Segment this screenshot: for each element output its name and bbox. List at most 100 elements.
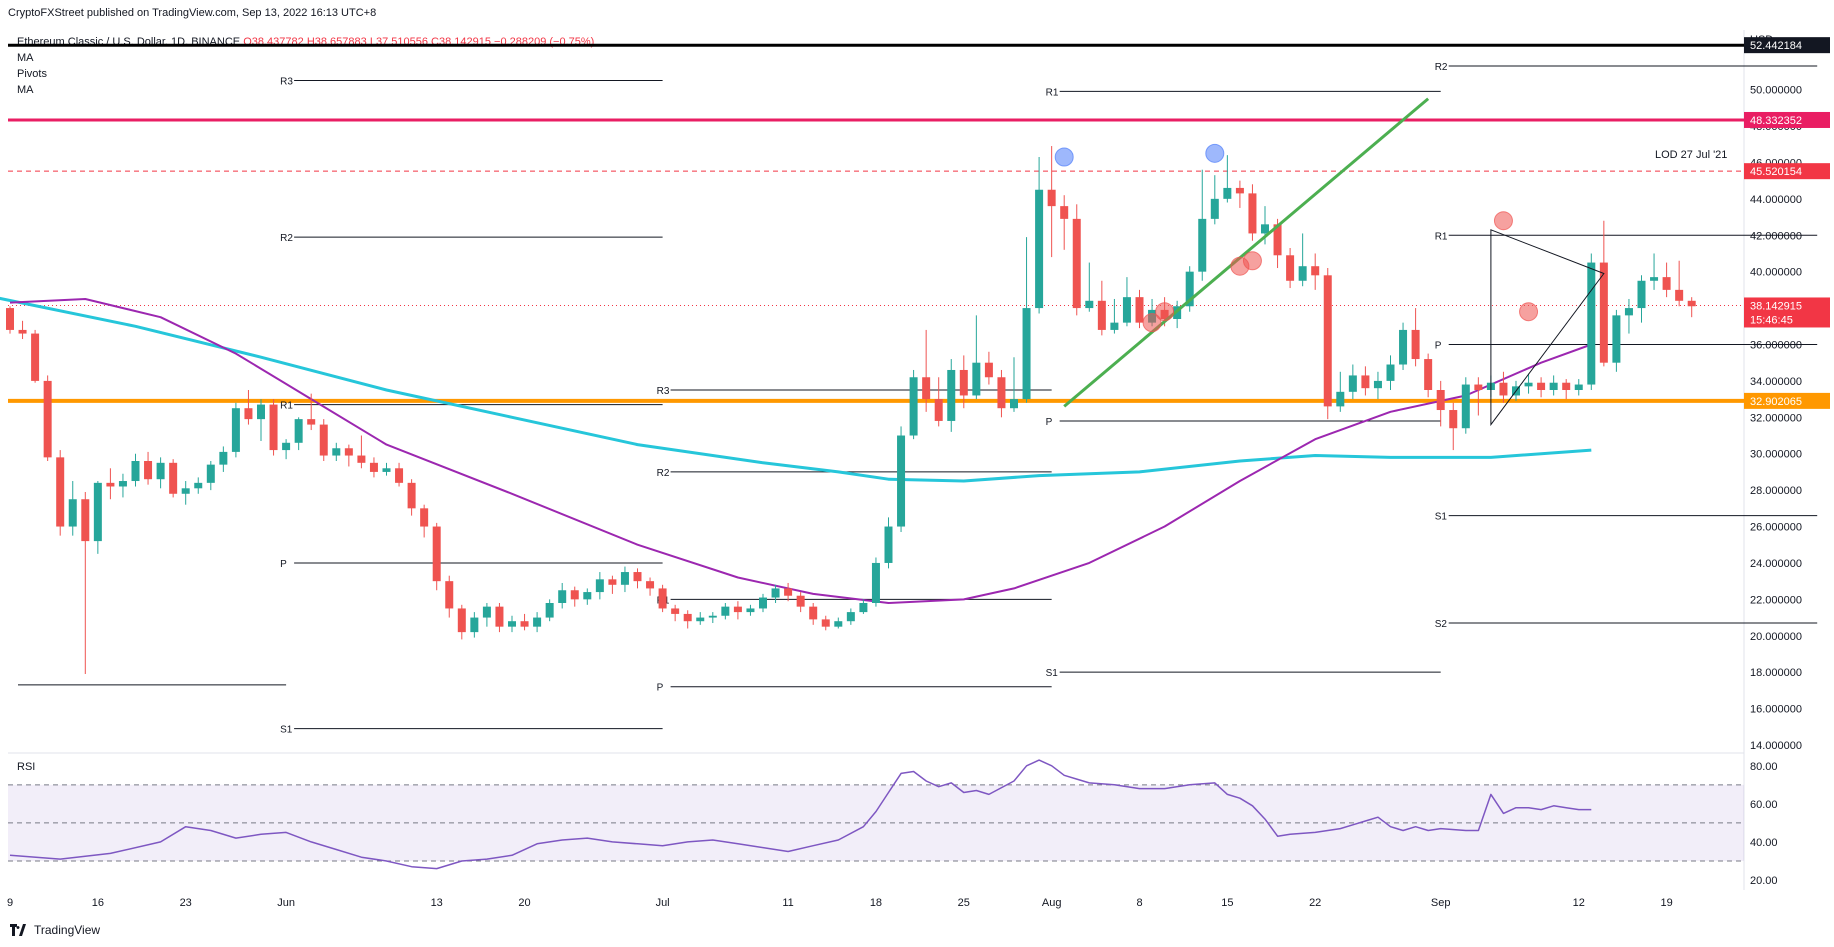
candle-body: [1248, 193, 1257, 234]
pivot-label: S1: [1046, 668, 1059, 679]
candle-body: [972, 362, 981, 396]
candle-body: [457, 608, 466, 633]
candle-body: [56, 457, 65, 527]
time-axis-tick: 9: [7, 897, 13, 909]
ma-slow-line: [0, 296, 1592, 483]
candle-body: [93, 482, 102, 542]
price-tag-label: 45.520154: [1750, 166, 1802, 178]
candle-body: [671, 608, 680, 614]
candle-body: [1348, 375, 1357, 392]
candle-body: [1549, 382, 1558, 390]
candle-body: [1298, 266, 1307, 281]
time-axis-tick: Aug: [1042, 897, 1062, 909]
indicator-ma-1[interactable]: MA: [17, 52, 34, 64]
price-tag-countdown: 15:46:45: [1750, 314, 1793, 326]
candle-body: [1537, 382, 1546, 390]
rsi-axis-tick: 40.00: [1750, 837, 1778, 849]
candle-body: [1022, 308, 1031, 400]
pivot-label: R2: [280, 233, 293, 244]
time-axis-tick: 11: [782, 897, 793, 909]
indicator-ma-2[interactable]: MA: [17, 84, 34, 96]
candle-body: [658, 588, 667, 609]
candle-body: [1311, 266, 1320, 276]
candle-body: [357, 455, 366, 463]
price-axis-tick: 14.000000: [1750, 740, 1802, 752]
candle-body: [319, 424, 328, 456]
swing-marker: [1242, 251, 1262, 271]
candle-body: [6, 308, 14, 330]
candle-body: [369, 462, 378, 472]
candle-body: [482, 606, 491, 618]
candle-body: [219, 451, 228, 465]
pivot-label: S1: [280, 725, 293, 736]
footer-brand[interactable]: TradingView: [10, 923, 100, 937]
candle-body: [859, 603, 868, 613]
rsi-axis-tick: 80.00: [1750, 761, 1778, 773]
candle-body: [997, 377, 1006, 409]
candle-body: [708, 615, 717, 618]
swing-marker: [1493, 211, 1513, 231]
footer-brand-label: TradingView: [34, 923, 101, 937]
time-axis-tick: Sep: [1431, 897, 1451, 909]
candle-body: [257, 404, 265, 420]
candle-body: [533, 617, 542, 627]
time-axis-tick: 25: [958, 897, 970, 909]
candle-body: [194, 482, 203, 489]
rsi-axis-tick: 20.00: [1750, 875, 1778, 887]
candle-body: [420, 508, 429, 527]
candle-body: [118, 481, 127, 487]
candle-body: [696, 617, 705, 622]
swing-marker: [1519, 302, 1539, 322]
candle-body: [1687, 300, 1696, 307]
pivot-label: P: [657, 683, 664, 694]
time-axis-tick: 12: [1573, 897, 1585, 909]
candle-body: [1323, 275, 1332, 407]
candle-body: [1499, 382, 1508, 396]
swing-marker: [1142, 313, 1162, 333]
price-axis-tick: 36.000000: [1750, 339, 1802, 351]
tradingview-logo-icon: [10, 924, 28, 936]
candle-body: [909, 377, 918, 436]
rsi-line: [9, 759, 1592, 870]
candle-body: [746, 608, 755, 613]
candle-body: [1035, 189, 1044, 309]
candle-body: [1198, 218, 1207, 272]
time-axis-tick: Jul: [656, 897, 670, 909]
candle-body: [244, 408, 253, 420]
pivot-label: R2: [657, 468, 670, 479]
candle-body: [1574, 384, 1583, 390]
pivot-label: R2: [1435, 62, 1448, 73]
candle-body: [1373, 380, 1382, 389]
candle-body: [294, 419, 303, 443]
candle-body: [282, 442, 291, 451]
candle-body: [81, 499, 90, 542]
candle-body: [1599, 262, 1608, 363]
candle-body: [169, 462, 178, 494]
pivot-label: R1: [1435, 231, 1448, 242]
candle-body: [432, 526, 441, 582]
time-axis-tick: 19: [1660, 897, 1672, 909]
candle-body: [1122, 297, 1131, 323]
price-tag-label: 48.332352: [1750, 115, 1802, 127]
triangle-pattern: [1490, 229, 1605, 427]
candle-body: [959, 369, 968, 396]
time-axis-tick: 23: [180, 897, 192, 909]
indicator-pivots[interactable]: Pivots: [17, 68, 47, 80]
candle-body: [646, 581, 655, 589]
candle-body: [231, 408, 240, 452]
price-axis-tick: 42.000000: [1750, 230, 1802, 242]
candle-body: [934, 399, 943, 421]
time-axis-tick: 22: [1309, 897, 1321, 909]
candle-body: [1474, 384, 1483, 390]
candle-body: [1361, 375, 1370, 389]
candle-body: [809, 606, 818, 620]
candle-body: [1562, 382, 1571, 390]
candle-body: [470, 617, 479, 633]
candle-body: [1675, 289, 1684, 301]
candle-body: [1010, 399, 1018, 409]
candle-body: [495, 606, 504, 627]
candle-body: [1662, 277, 1671, 290]
candle-body: [1085, 300, 1094, 309]
price-tag: [1744, 111, 1830, 128]
